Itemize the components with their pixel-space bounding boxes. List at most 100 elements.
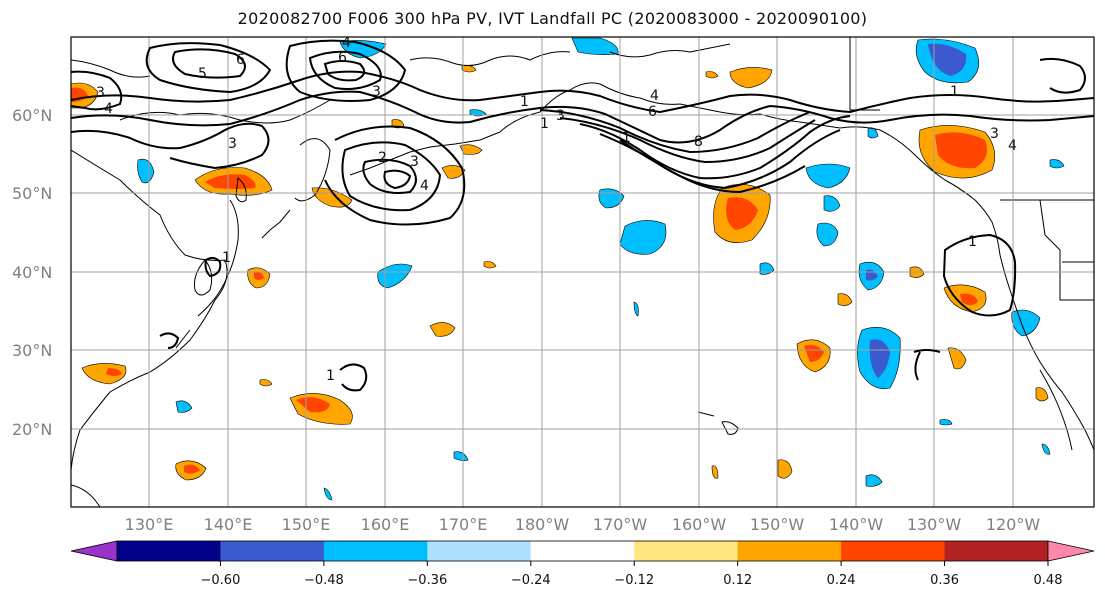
negative-blob xyxy=(865,474,883,487)
contour-label: 4 xyxy=(650,88,659,104)
contour-label: 1 xyxy=(622,130,631,146)
contour-label: 4 xyxy=(104,101,113,117)
contour-labels: 3 4 5 6 4 6 3 1 2 3 1 3 4 6 8 1 3 1 1 1 … xyxy=(96,35,1017,384)
contour-label: 8 xyxy=(694,134,703,150)
positive-blob xyxy=(705,71,719,79)
contour-label: 3 xyxy=(96,85,105,101)
negative-blob xyxy=(1041,443,1051,455)
colorbar-segment xyxy=(323,541,428,561)
contour-label: 1 xyxy=(326,368,335,384)
lon-label-170e: 170°E xyxy=(439,515,488,534)
contour-label: 3 xyxy=(990,126,999,142)
colorbar-tick-label: −0.60 xyxy=(201,573,241,588)
negative-blob xyxy=(823,195,841,212)
positive-blob xyxy=(81,363,127,385)
positive-blob xyxy=(429,322,456,337)
positive-blob xyxy=(483,261,497,269)
lon-label-140w: 140°W xyxy=(829,515,884,534)
negative-blob xyxy=(323,487,333,501)
contour-label: 3 xyxy=(410,154,419,170)
lat-label-20n: 20°N xyxy=(12,420,52,439)
positive-blob xyxy=(713,183,771,243)
colorbar-tick-label: 0.48 xyxy=(1034,573,1063,588)
positive-blob xyxy=(947,347,967,370)
colorbar-extend-max xyxy=(1047,540,1095,562)
lon-label-130w: 130°W xyxy=(907,515,962,534)
contour-label: 3 xyxy=(372,84,381,100)
contour-label: 1 xyxy=(968,234,977,250)
contour-label: 2 xyxy=(378,150,387,166)
positive-blob xyxy=(918,125,996,179)
colorbar-segment xyxy=(841,541,946,561)
negative-blob xyxy=(633,301,639,317)
positive-blob xyxy=(777,459,793,479)
colorbar: −0.60 −0.48 −0.36 −0.24 −0.12 0.12 0.24 0.36 0.4… xyxy=(70,540,1095,588)
negative-blob xyxy=(1049,159,1065,169)
positive-blob xyxy=(175,460,207,481)
lat-label-50n: 50°N xyxy=(12,184,52,203)
positive-blob xyxy=(441,165,466,179)
contour-label: 1 xyxy=(540,116,549,132)
colorbar-tick-label: −0.36 xyxy=(407,573,447,588)
colorbar-tick-label: −0.12 xyxy=(614,573,654,588)
contour-label: 1 xyxy=(520,94,529,110)
negative-blob xyxy=(571,37,619,55)
contour-label: 5 xyxy=(198,66,207,82)
positive-blob xyxy=(711,465,719,479)
lon-label-160w: 160°W xyxy=(672,515,727,534)
contour-label: 3 xyxy=(556,108,565,124)
colorbar-extend-min xyxy=(70,540,118,562)
negative-blob xyxy=(816,222,839,247)
colorbar-segment xyxy=(117,541,221,561)
contour-label: 6 xyxy=(236,52,245,68)
colorbar-tick-label: 0.36 xyxy=(930,573,959,588)
positive-blob xyxy=(247,267,271,289)
negative-blob xyxy=(805,163,851,189)
negative-blob xyxy=(175,400,193,413)
lon-label-160e: 160°E xyxy=(361,515,410,534)
lat-label-60n: 60°N xyxy=(12,106,52,125)
contour-label: 6 xyxy=(338,50,347,66)
lon-label-170w: 170°W xyxy=(593,515,648,534)
lon-label-150e: 150°E xyxy=(282,515,331,534)
contour-label: 4 xyxy=(342,35,351,51)
lat-label-40n: 40°N xyxy=(12,263,52,282)
positive-blob xyxy=(729,67,773,89)
colorbar-segment xyxy=(427,541,532,561)
lon-label-130e: 130°E xyxy=(125,515,174,534)
positive-blob xyxy=(194,167,273,196)
contour-label: 4 xyxy=(1008,138,1017,154)
colorbar-segment xyxy=(737,541,842,561)
colorbar-segment xyxy=(530,541,635,561)
contour-label: 6 xyxy=(648,104,657,120)
colorbar-tick-label: 0.12 xyxy=(723,573,752,588)
colorbar-segment xyxy=(944,541,1049,561)
lon-label-150w: 150°W xyxy=(750,515,805,534)
contour-label: 3 xyxy=(228,136,237,152)
lon-label-120w: 120°W xyxy=(986,515,1041,534)
negative-blob xyxy=(915,38,980,84)
plot-frame xyxy=(70,36,1095,508)
contour-label: 4 xyxy=(420,178,429,194)
colorbar-tick-label: −0.24 xyxy=(511,573,551,588)
map-title: 2020082700 F006 300 hPa PV, IVT Landfall… xyxy=(237,9,868,28)
negative-blob xyxy=(619,220,667,255)
colorbar-segment xyxy=(634,541,739,561)
colorbar-segment xyxy=(220,541,325,561)
lat-label-30n: 30°N xyxy=(12,341,52,360)
positive-blob xyxy=(837,293,853,306)
colorbar-tick-label: −0.48 xyxy=(304,573,344,588)
negative-blob xyxy=(857,327,901,389)
negative-blob xyxy=(453,451,469,461)
colorbar-tick-label: 0.24 xyxy=(827,573,856,588)
positive-blob xyxy=(796,339,831,373)
negative-blob xyxy=(598,188,625,209)
positive-blob xyxy=(259,379,273,387)
positive-blob xyxy=(459,144,483,155)
pv-contours xyxy=(71,39,1094,392)
lon-label-140e: 140°E xyxy=(204,515,253,534)
contour-label: 1 xyxy=(950,84,959,100)
positive-blob xyxy=(1035,387,1049,402)
negative-blob xyxy=(377,263,413,289)
